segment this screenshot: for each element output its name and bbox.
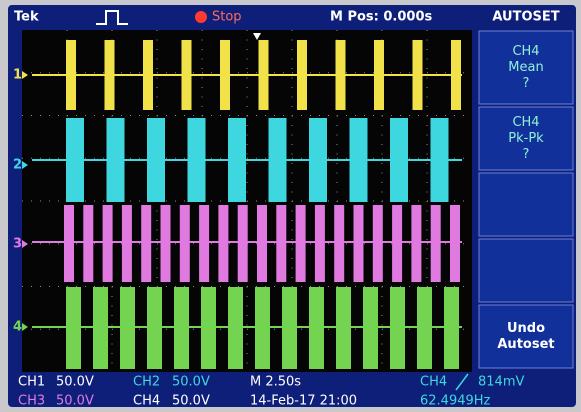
menu-item-text[interactable]: ? bbox=[523, 76, 530, 91]
channel-marker: 4 bbox=[13, 320, 22, 335]
menu-box bbox=[479, 239, 573, 302]
status-text: 14-Feb-17 21:00 bbox=[250, 394, 357, 409]
status-text: CH3 bbox=[18, 394, 45, 409]
menu-item-text[interactable]: Undo bbox=[507, 321, 545, 336]
brand: Tek bbox=[14, 10, 39, 25]
ch3-pulse bbox=[180, 205, 190, 282]
ch3-pulse bbox=[296, 205, 306, 282]
menu-box bbox=[479, 173, 573, 236]
status-text: CH4 bbox=[420, 375, 447, 390]
ch3-pulse bbox=[431, 205, 441, 282]
ch3-pulse bbox=[411, 205, 421, 282]
status-text: 50.0V bbox=[56, 394, 94, 409]
menu-title: AUTOSET bbox=[492, 10, 559, 25]
ch3-pulse bbox=[122, 205, 132, 282]
ch3-pulse bbox=[64, 205, 74, 282]
menu-item-text[interactable]: Autoset bbox=[497, 337, 554, 352]
menu-item-text[interactable]: ? bbox=[523, 147, 530, 162]
stop-indicator bbox=[195, 11, 207, 23]
status-text: CH4 bbox=[133, 394, 160, 409]
status-text: 50.0V bbox=[172, 375, 210, 390]
status-text: 62.4949Hz bbox=[420, 394, 491, 409]
channel-marker: 3 bbox=[13, 237, 22, 252]
status-text: M 2.50s bbox=[250, 375, 301, 390]
status-text: CH2 bbox=[133, 375, 160, 390]
ch3-pulse bbox=[315, 205, 325, 282]
channel-marker: 2 bbox=[13, 158, 22, 173]
ch3-pulse bbox=[334, 205, 344, 282]
status-text: 50.0V bbox=[172, 394, 210, 409]
status-text: 50.0V bbox=[56, 375, 94, 390]
ch3-pulse bbox=[218, 205, 228, 282]
status-text: 814mV bbox=[478, 375, 524, 390]
channel-marker: 1 bbox=[13, 68, 22, 83]
menu-item-text[interactable]: CH4 bbox=[512, 115, 539, 130]
ch3-pulse bbox=[392, 205, 402, 282]
ch3-pulse bbox=[257, 205, 267, 282]
ch3-pulse bbox=[161, 205, 171, 282]
ch3-pulse bbox=[450, 205, 460, 282]
ch3-pulse bbox=[141, 205, 151, 282]
menu-item-text[interactable]: Mean bbox=[508, 60, 543, 75]
oscilloscope-screen: Tek Stop M Pos: 0.000s AUTOSET CH4Mean?C… bbox=[0, 0, 581, 412]
ch3-pulse bbox=[103, 205, 113, 282]
ch3-pulse bbox=[354, 205, 364, 282]
ch3-pulse bbox=[83, 205, 93, 282]
menu-item-text[interactable]: CH4 bbox=[512, 44, 539, 59]
menu-item-text[interactable]: Pk-Pk bbox=[508, 131, 544, 146]
status-text: CH1 bbox=[18, 375, 45, 390]
horizontal-position: M Pos: 0.000s bbox=[330, 10, 433, 25]
run-state: Stop bbox=[212, 10, 242, 25]
ch3-pulse bbox=[199, 205, 209, 282]
ch3-pulse bbox=[276, 205, 286, 282]
ch3-pulse bbox=[373, 205, 383, 282]
ch3-pulse bbox=[238, 205, 248, 282]
